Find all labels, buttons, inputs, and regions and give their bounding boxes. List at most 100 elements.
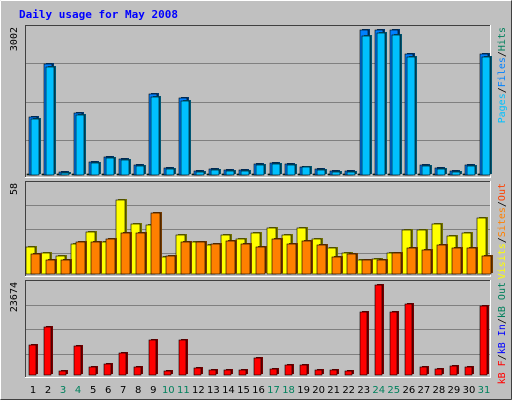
chart-title: Daily usage for May 2008 <box>19 8 178 21</box>
x-tick-day-9: 9 <box>150 385 156 396</box>
x-tick-day-24: 24 <box>372 385 385 396</box>
bar-sites-day-16 <box>255 246 267 275</box>
x-tick-day-26: 26 <box>402 385 415 396</box>
legend-entry: Visits <box>497 243 508 279</box>
bar-pages-day-21 <box>331 171 342 176</box>
bar-kb-f-day-11 <box>178 339 188 376</box>
bar-kb-f-day-12 <box>193 367 203 376</box>
legend-entry: kB In <box>497 324 508 354</box>
bar-pages-day-7 <box>120 159 131 176</box>
bar-pages-day-11 <box>180 100 191 176</box>
bar-kb-f-day-1 <box>28 344 38 376</box>
x-tick-day-27: 27 <box>417 385 430 396</box>
bar-kb-f-day-30 <box>464 366 474 376</box>
bar-sites-day-21 <box>331 256 343 275</box>
bar-pages-day-16 <box>255 164 266 176</box>
bar-sites-day-14 <box>225 240 237 275</box>
bar-pages-day-8 <box>135 165 146 176</box>
y-max-label-middle: 58 <box>9 183 20 195</box>
bar-sites-day-30 <box>466 247 478 275</box>
x-tick-day-19: 19 <box>297 385 310 396</box>
bar-pages-day-12 <box>195 171 206 176</box>
bar-pages-day-24 <box>376 32 387 176</box>
x-tick-day-6: 6 <box>105 385 111 396</box>
bar-kb-f-day-25 <box>389 311 399 376</box>
legend-entry: Sites <box>497 207 508 237</box>
bar-sites-day-10 <box>165 255 177 275</box>
bar-pages-day-30 <box>466 165 477 176</box>
bar-kb-f-day-26 <box>404 303 414 376</box>
bar-sites-day-1 <box>30 253 42 275</box>
x-tick-day-30: 30 <box>463 385 476 396</box>
x-tick-day-3: 3 <box>60 385 66 396</box>
bar-sites-day-29 <box>451 247 463 275</box>
bar-pages-day-22 <box>346 171 357 176</box>
bar-kb-f-day-13 <box>208 369 218 376</box>
bar-sites-day-28 <box>436 244 448 275</box>
bar-kb-f-day-28 <box>434 368 444 376</box>
bar-sites-day-23 <box>361 259 373 275</box>
bar-pages-day-10 <box>165 168 176 176</box>
bar-sites-day-12 <box>195 241 207 275</box>
bar-pages-day-25 <box>391 34 402 176</box>
bar-kb-f-day-22 <box>344 370 354 376</box>
legend-entry: / <box>497 87 508 93</box>
bar-kb-f-day-7 <box>118 352 128 376</box>
bar-sites-day-9 <box>150 212 162 275</box>
x-tick-day-12: 12 <box>192 385 205 396</box>
bar-kb-f-day-20 <box>314 369 324 376</box>
x-tick-day-18: 18 <box>282 385 295 396</box>
bar-pages-day-6 <box>105 157 116 176</box>
x-tick-day-13: 13 <box>207 385 220 396</box>
x-tick-day-4: 4 <box>75 385 81 396</box>
bar-pages-day-3 <box>60 172 71 176</box>
bar-pages-day-29 <box>451 171 462 176</box>
x-tick-day-2: 2 <box>45 385 51 396</box>
bar-pages-day-20 <box>316 169 327 176</box>
legend-bottom: kB F/kB In/kB Out <box>497 282 508 384</box>
bar-kb-f-day-5 <box>88 366 98 376</box>
x-tick-day-10: 10 <box>162 385 175 396</box>
bar-visits-day-31 <box>476 217 488 275</box>
bar-pages-day-27 <box>421 165 432 176</box>
x-tick-day-31: 31 <box>478 385 491 396</box>
bar-pages-day-5 <box>90 162 101 176</box>
x-tick-day-8: 8 <box>135 385 141 396</box>
bar-pages-day-4 <box>75 114 86 176</box>
y-max-label-top: 3002 <box>9 27 20 51</box>
bar-pages-day-18 <box>286 164 297 176</box>
bar-kb-f-day-6 <box>103 363 113 376</box>
legend-entry: / <box>497 237 508 243</box>
bar-sites-day-31 <box>481 255 493 275</box>
bar-sites-day-17 <box>271 238 283 275</box>
x-tick-day-29: 29 <box>448 385 461 396</box>
bar-kb-f-day-4 <box>73 345 83 376</box>
bar-sites-day-15 <box>240 243 252 275</box>
bar-sites-day-7 <box>120 232 132 275</box>
bar-pages-day-26 <box>406 56 417 176</box>
bar-kb-f-day-2 <box>43 326 53 376</box>
bar-pages-day-19 <box>301 166 312 176</box>
x-tick-day-16: 16 <box>252 385 265 396</box>
bar-kb-f-day-3 <box>58 370 68 376</box>
x-tick-day-22: 22 <box>342 385 355 396</box>
legend-entry: Pages <box>497 93 508 123</box>
bar-kb-f-day-17 <box>269 368 279 376</box>
plot-area-top <box>25 25 491 178</box>
x-tick-day-21: 21 <box>327 385 340 396</box>
legend-entry: Out <box>497 183 508 201</box>
y-max-label-bottom: 23674 <box>9 282 20 312</box>
bar-sites-day-19 <box>301 240 313 275</box>
bar-kb-f-day-24 <box>374 284 384 376</box>
bar-sites-day-2 <box>45 259 57 275</box>
bar-kb-f-day-29 <box>449 365 459 376</box>
bar-sites-day-4 <box>75 241 87 275</box>
x-tick-day-14: 14 <box>222 385 235 396</box>
x-tick-day-5: 5 <box>90 385 96 396</box>
bar-sites-day-18 <box>286 243 298 275</box>
bar-sites-day-13 <box>210 243 222 275</box>
bar-pages-day-1 <box>30 118 41 176</box>
bar-sites-day-20 <box>316 244 328 275</box>
